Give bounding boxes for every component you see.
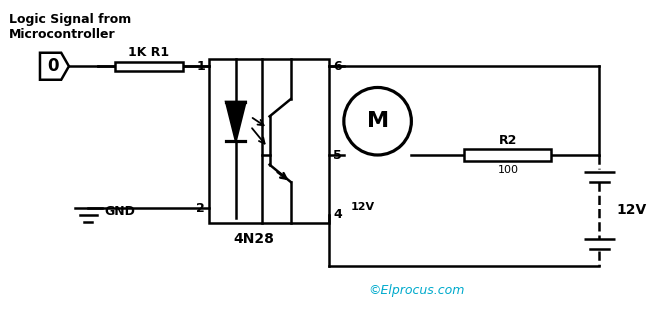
Text: 4: 4 [333, 208, 342, 221]
Text: M: M [367, 111, 389, 131]
Circle shape [344, 87, 411, 155]
Bar [116, 62, 183, 71]
Bar [209, 59, 330, 223]
Text: 0: 0 [47, 57, 58, 75]
Polygon shape [40, 53, 69, 80]
Text: Logic Signal from
Microcontroller: Logic Signal from Microcontroller [9, 13, 131, 41]
Text: 4N28: 4N28 [233, 232, 274, 246]
Polygon shape [226, 102, 245, 140]
Text: 2: 2 [196, 202, 205, 215]
Text: 1K R1: 1K R1 [129, 46, 169, 59]
Text: 12V: 12V [350, 202, 374, 212]
Text: GND: GND [104, 205, 136, 218]
Text: ©Elprocus.com: ©Elprocus.com [368, 284, 465, 297]
Bar [465, 149, 551, 161]
Text: 6: 6 [333, 60, 342, 73]
Text: 100: 100 [497, 166, 519, 175]
Text: R2: R2 [498, 134, 517, 147]
Text: 1: 1 [196, 60, 205, 73]
Text: 12V: 12V [617, 203, 647, 218]
Text: 5: 5 [333, 148, 342, 162]
